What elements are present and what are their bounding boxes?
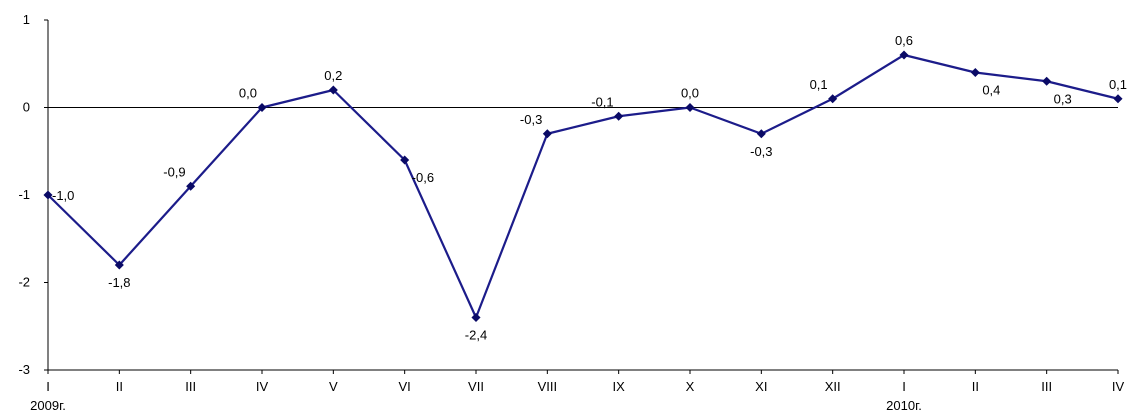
data-label: -1,0: [52, 188, 74, 203]
data-label: -2,4: [465, 328, 487, 343]
x-tick-label: III: [1041, 379, 1052, 394]
data-label: -0,6: [412, 170, 434, 185]
x-tick-label: IV: [1112, 379, 1125, 394]
data-point: [471, 312, 481, 323]
x-tick-label: VI: [399, 379, 411, 394]
data-label: -1,8: [108, 275, 130, 290]
data-point: [1042, 76, 1052, 86]
data-point: [257, 102, 267, 113]
data-point: [1113, 94, 1123, 104]
data-point: [400, 155, 410, 165]
data-label: 0,6: [895, 33, 913, 48]
y-tick-label: 0: [23, 100, 30, 115]
y-tick-label: -2: [18, 275, 30, 290]
data-label: 0,0: [239, 86, 257, 101]
data-label: -0,3: [520, 112, 542, 127]
x-tick-label: I: [902, 379, 906, 394]
x-tick-label: II: [116, 379, 123, 394]
y-tick-label: -3: [18, 362, 30, 377]
data-label: 0,4: [982, 83, 1000, 98]
x-tick-label: III: [185, 379, 196, 394]
y-tick-label: -1: [18, 187, 30, 202]
series-line: [47, 53, 1119, 319]
data-label: 0,1: [1109, 77, 1127, 92]
data-point: [542, 129, 552, 139]
x-tick-label: II: [972, 379, 979, 394]
year-label: 2009г.: [30, 398, 66, 413]
x-tick-label: XI: [755, 379, 767, 394]
data-point: [685, 102, 695, 113]
data-label: 0,3: [1054, 91, 1072, 106]
year-label: 2010г.: [886, 398, 922, 413]
data-label: -0,1: [591, 94, 613, 109]
x-tick-label: I: [46, 379, 50, 394]
x-tick-label: IV: [256, 379, 269, 394]
y-tick-label: 1: [23, 12, 30, 27]
x-tick-label: X: [686, 379, 695, 394]
data-point: [43, 190, 53, 200]
data-point: [970, 67, 980, 78]
x-tick-label: XII: [825, 379, 841, 394]
data-label: 0,2: [324, 68, 342, 83]
x-tick-label: VII: [468, 379, 484, 394]
data-label: -0,3: [750, 144, 772, 159]
data-label: 0,1: [810, 77, 828, 92]
x-tick-label: VIII: [538, 379, 558, 394]
x-tick-label: IX: [613, 379, 626, 394]
data-point: [328, 85, 338, 95]
data-point: [756, 129, 766, 139]
data-label: 0,0: [681, 86, 699, 101]
data-label: -0,9: [163, 164, 185, 179]
data-point: [614, 111, 624, 121]
x-tick-label: V: [329, 379, 338, 394]
data-point: [114, 260, 124, 270]
